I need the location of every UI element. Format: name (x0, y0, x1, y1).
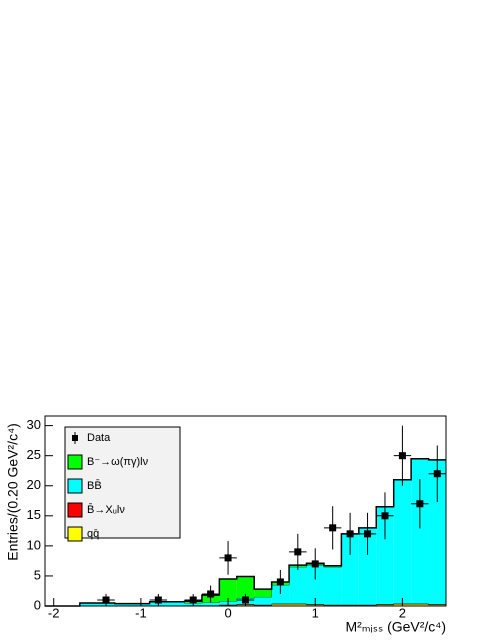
data-point (224, 554, 232, 562)
histogram-bar (254, 589, 272, 597)
histogram-bar (271, 604, 290, 606)
data-point (329, 524, 337, 532)
legend: Data B⁻→ω(πγ)lν BB̄ B̄→Xᵤlν qq̄ (64, 426, 181, 542)
y-tick-label: 0 (34, 597, 41, 612)
y-tick-label: 5 (34, 567, 41, 582)
histogram-bar (323, 566, 342, 605)
histogram-bar (289, 566, 307, 604)
legend-label: B⁻→ω(πγ)lν (87, 456, 149, 468)
data-point (433, 470, 441, 478)
histogram-bar (254, 596, 272, 605)
legend-marker (72, 435, 78, 441)
histogram-bar (306, 565, 324, 605)
histogram-bar (79, 602, 98, 606)
histogram-bar (393, 479, 412, 604)
histogram-bar (428, 459, 446, 605)
y-tick-label: 15 (27, 507, 41, 522)
histogram-bar (376, 506, 394, 605)
plot-frame (44, 415, 447, 607)
histogram-bar (201, 602, 220, 606)
legend-label: qq̄ (87, 528, 99, 540)
y-tick-label: 25 (27, 447, 41, 462)
data-point (189, 596, 197, 604)
data-point (346, 530, 354, 538)
x-tick-label: -2 (48, 605, 60, 620)
data-point (381, 512, 389, 520)
data-point (416, 500, 424, 508)
histogram-bar (219, 578, 237, 602)
y-tick-label: 30 (27, 417, 41, 432)
legend-label: B̄→Xᵤlν (87, 503, 125, 516)
y-axis-label: Entries/(0.20 GeV²/c⁴) (5, 423, 21, 561)
histogram-bar (376, 604, 394, 605)
y-tick-label: 20 (27, 477, 41, 492)
histogram-bar (428, 604, 446, 606)
histogram-bar (271, 584, 290, 604)
data-point (364, 530, 372, 538)
x-tick-label: 0 (224, 605, 231, 620)
histogram-bar (376, 604, 394, 606)
legend-swatch (67, 502, 83, 518)
histogram-bar (411, 603, 429, 605)
x-tick-label: -1 (135, 605, 147, 620)
histogram-bar (254, 604, 272, 606)
legend-swatch (67, 478, 83, 494)
histogram-bar (271, 603, 290, 605)
x-tick-label: 1 (312, 605, 319, 620)
histogram-bar (341, 533, 359, 605)
legend-label: BB̄ (87, 479, 102, 492)
histogram-bar (289, 603, 307, 605)
histogram-bar (411, 604, 429, 606)
data-point (294, 548, 302, 556)
histogram-bar (411, 458, 429, 604)
histogram-bar (323, 604, 342, 606)
y-tick-label: 10 (27, 537, 41, 552)
histogram-bar (114, 603, 133, 606)
data-point (154, 596, 162, 604)
data-point (311, 560, 319, 568)
histogram-bar (167, 601, 185, 606)
legend-swatch (67, 526, 83, 542)
histogram-bar (428, 604, 446, 605)
histogram-bar (358, 604, 377, 606)
histogram-bar (236, 576, 255, 599)
histogram-bar (341, 604, 359, 606)
x-axis-label: M²ₘᵢₛₛ (GeV²/c⁴) (346, 619, 447, 635)
data-point (207, 590, 215, 598)
data-point (276, 578, 284, 586)
x-tick-label: 2 (399, 605, 406, 620)
legend-box (64, 426, 181, 539)
layer-outline (45, 457, 446, 607)
data-point (398, 452, 406, 460)
histogram-bar (358, 527, 377, 605)
data-point (242, 596, 249, 604)
histogram-bar (289, 604, 307, 606)
data-point (102, 596, 110, 604)
legend-label: Data (87, 432, 111, 444)
legend-swatch (67, 454, 83, 470)
